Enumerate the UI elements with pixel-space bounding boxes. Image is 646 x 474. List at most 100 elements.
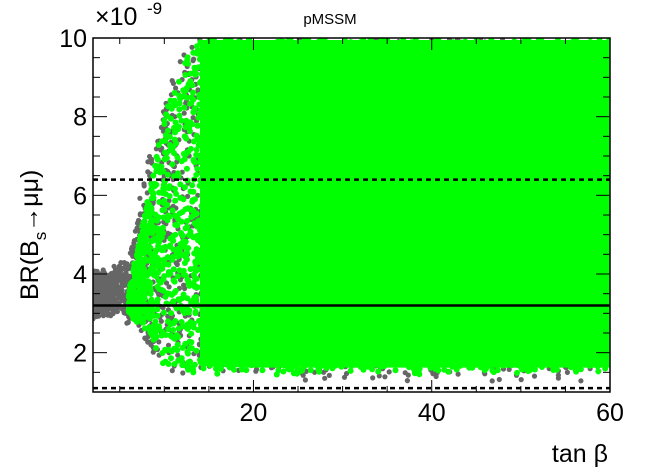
scatter-point <box>122 274 128 281</box>
y-multiplier: ×10 -9 <box>95 0 162 31</box>
scatter-point <box>273 371 280 378</box>
scatter-point <box>153 345 159 352</box>
scatter-point <box>195 192 201 198</box>
scatter-point <box>163 280 170 286</box>
scatter-point <box>190 58 196 64</box>
scatter-point <box>165 361 172 367</box>
scatter-point <box>110 310 116 317</box>
scatter-point <box>158 318 164 324</box>
scatter-point <box>514 369 520 376</box>
scatter-point <box>142 255 149 262</box>
scatter-point <box>307 367 314 374</box>
scatter-point <box>151 321 158 328</box>
scatter-point <box>135 217 142 224</box>
scatter-point <box>95 284 101 290</box>
scatter-point <box>118 291 124 297</box>
scatter-point <box>370 375 376 381</box>
scatter-point <box>100 267 106 273</box>
scatter-point <box>302 377 308 383</box>
scatter-point <box>106 297 112 303</box>
scatter-point <box>168 115 174 122</box>
scatter-point <box>102 284 108 290</box>
scatter-point <box>172 119 179 126</box>
scatter-point <box>122 261 128 267</box>
scatter-point <box>186 338 193 345</box>
scatter-point <box>129 250 135 256</box>
scatter-point <box>156 199 163 205</box>
scatter-point <box>102 308 108 314</box>
scatter-point <box>147 280 154 286</box>
scatter-point <box>184 54 191 61</box>
scatter-point <box>181 184 188 191</box>
scatter-point <box>376 373 382 379</box>
scatter-point <box>145 169 151 175</box>
scatter-point <box>489 378 495 384</box>
scatter-point <box>531 366 538 373</box>
scatter-point <box>190 115 196 121</box>
scatter-point <box>173 85 179 91</box>
scatter-point <box>251 33 256 38</box>
scatter-point <box>104 292 110 298</box>
scatter-point <box>173 190 180 197</box>
scatter-point <box>150 349 156 355</box>
scatter-point <box>131 238 137 244</box>
scatter-point <box>455 371 461 377</box>
scatter-point <box>402 370 408 376</box>
scatter-point <box>386 369 392 375</box>
scatter-point <box>156 292 162 298</box>
scatter-point <box>176 100 183 107</box>
scatter-point <box>531 373 538 379</box>
scatter-point <box>404 378 410 384</box>
scatter-point <box>161 256 168 263</box>
scatter-point <box>193 151 200 158</box>
scatter-point <box>163 111 170 118</box>
scatter-point <box>259 367 266 374</box>
scatter-points <box>93 33 610 384</box>
scatter-point <box>97 298 103 305</box>
scatter-point <box>181 104 188 111</box>
scatter-point <box>112 268 118 274</box>
scatter-point <box>93 281 97 287</box>
scatter-point <box>174 159 180 165</box>
scatter-point <box>95 278 101 284</box>
scatter-point <box>193 171 200 178</box>
y-multiplier-base: ×10 <box>95 3 137 31</box>
scatter-point <box>115 300 121 306</box>
scatter-point <box>121 310 127 316</box>
scatter-point <box>347 367 354 374</box>
scatter-point <box>145 339 151 345</box>
scatter-point <box>253 366 260 372</box>
scatter-point <box>165 326 172 333</box>
scatter-point <box>141 183 147 189</box>
scatter-point <box>160 168 167 175</box>
scatter-point <box>518 377 524 383</box>
scatter-point <box>392 367 399 374</box>
scatter-point <box>108 276 114 282</box>
scatter-point <box>382 374 388 380</box>
scatter-point <box>154 306 161 313</box>
scatter-point <box>171 89 178 96</box>
scatter-point <box>114 308 120 315</box>
scatter-point <box>169 78 175 84</box>
scatter-point <box>165 342 172 348</box>
scatter-point <box>577 366 584 373</box>
scatter-point <box>113 288 119 294</box>
scatter-point <box>165 127 171 134</box>
scatter-point <box>166 198 172 204</box>
scatter-point <box>174 154 181 161</box>
scatter-point <box>550 367 557 373</box>
scatter-point <box>111 283 117 289</box>
scatter-point <box>174 261 180 268</box>
scatter-point <box>128 246 135 252</box>
scatter-point <box>326 372 332 378</box>
scatter-point <box>162 137 169 144</box>
scatter-point <box>109 271 115 277</box>
scatter-point <box>194 165 201 172</box>
scatter-point <box>185 193 191 199</box>
scatter-point <box>175 352 181 358</box>
scatter-point <box>148 157 154 163</box>
scatter-point <box>182 285 188 292</box>
scatter-point <box>496 376 502 383</box>
scatter-point <box>118 260 124 266</box>
